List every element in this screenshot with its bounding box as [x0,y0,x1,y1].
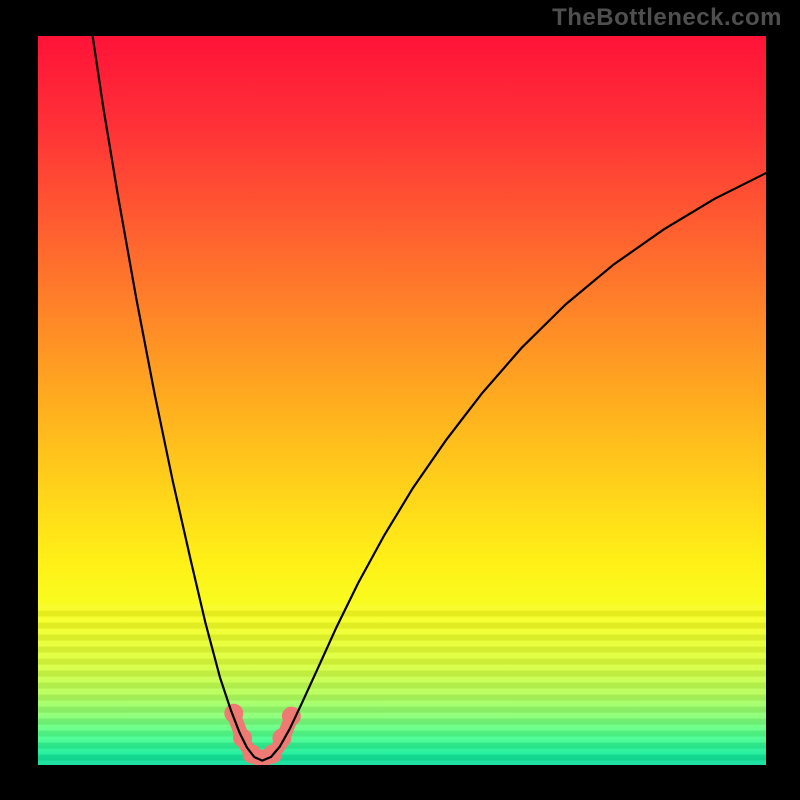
bottleneck-plot [38,36,766,765]
watermark-text: TheBottleneck.com [552,4,782,32]
chart-stage: TheBottleneck.com [0,0,800,800]
horizontal-banding [38,605,766,765]
